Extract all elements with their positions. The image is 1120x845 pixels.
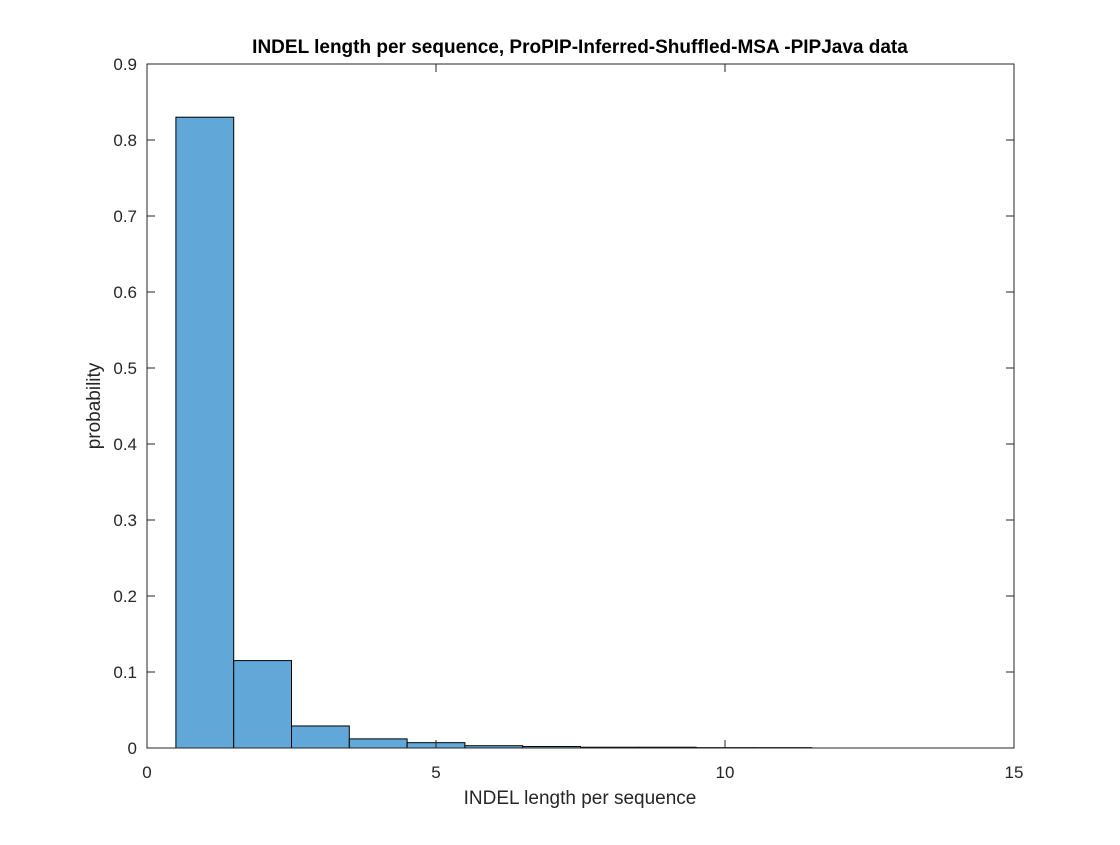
chart-title: INDEL length per sequence, ProPIP-Inferr…: [252, 37, 908, 58]
y-tick-label: 0.1: [113, 663, 137, 682]
y-tick-label: 0.2: [113, 587, 137, 606]
y-tick-label: 0.4: [113, 435, 137, 454]
y-tick-label: 0.5: [113, 359, 137, 378]
x-axis-label: INDEL length per sequence: [464, 788, 697, 809]
y-tick-label: 0.6: [113, 283, 137, 302]
histogram-bar: [349, 739, 407, 748]
histogram-bar: [292, 726, 350, 748]
histogram-bar: [176, 117, 234, 748]
y-tick-label: 0.8: [113, 131, 137, 150]
y-tick-label: 0.3: [113, 511, 137, 530]
x-tick-label: 10: [716, 763, 735, 782]
y-tick-label: 0.7: [113, 207, 137, 226]
y-axis-label: probability: [84, 362, 105, 449]
x-tick-label: 5: [431, 763, 440, 782]
y-tick-label: 0: [128, 739, 137, 758]
x-tick-label: 15: [1005, 763, 1024, 782]
y-tick-label: 0.9: [113, 55, 137, 74]
histogram-bar: [234, 661, 292, 748]
x-tick-label: 0: [142, 763, 151, 782]
